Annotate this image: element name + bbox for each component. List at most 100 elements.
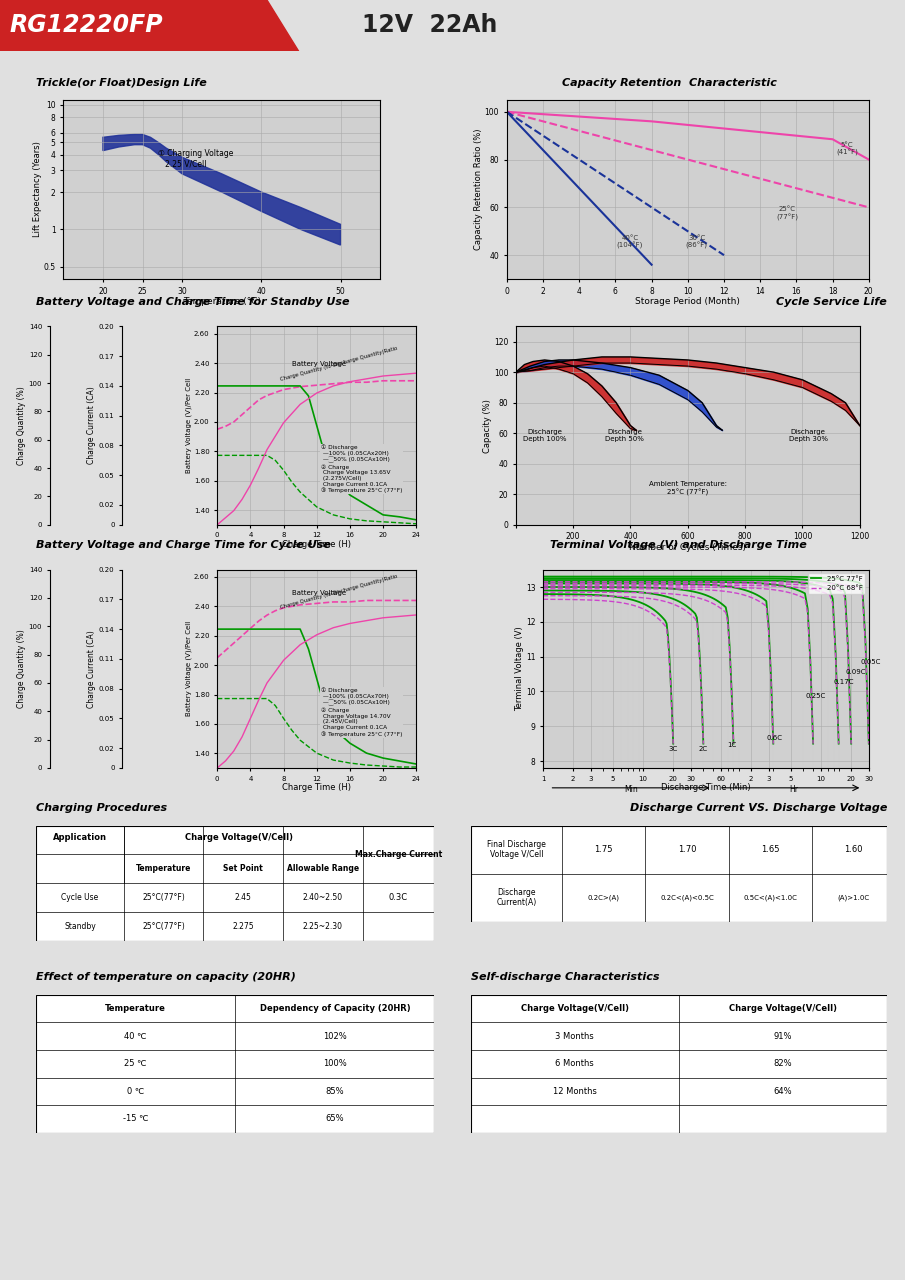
Text: Charge Voltage(V/Cell): Charge Voltage(V/Cell) [729, 1004, 837, 1012]
Text: 3 Months: 3 Months [556, 1032, 594, 1041]
Text: Charge Quantity (to-Discharge Quantity)Ratio: Charge Quantity (to-Discharge Quantity)R… [280, 575, 397, 611]
Text: Temperature: Temperature [105, 1004, 167, 1012]
Text: Discharge
Depth 30%: Discharge Depth 30% [788, 429, 828, 442]
Text: Battery Voltage: Battery Voltage [291, 590, 346, 595]
Text: Set Point: Set Point [224, 864, 263, 873]
Text: -15 ℃: -15 ℃ [123, 1115, 148, 1124]
Text: 1.70: 1.70 [678, 845, 696, 854]
Text: 12V  22Ah: 12V 22Ah [362, 13, 498, 37]
Text: Trickle(or Float)Design Life: Trickle(or Float)Design Life [36, 78, 207, 88]
Text: 30°C
(86°F): 30°C (86°F) [686, 236, 708, 250]
Text: 0.2C<(A)<0.5C: 0.2C<(A)<0.5C [661, 895, 714, 901]
Battery Voltage [278, 381, 289, 397]
Text: Discharge Current VS. Discharge Voltage: Discharge Current VS. Discharge Voltage [630, 803, 887, 813]
X-axis label: Discharge Time (Min): Discharge Time (Min) [661, 783, 751, 792]
Battery Voltage [377, 372, 388, 388]
Text: Charge Voltage(V/Cell): Charge Voltage(V/Cell) [520, 1004, 629, 1012]
X-axis label: Charge Time (H): Charge Time (H) [282, 783, 351, 792]
Text: 0.09C: 0.09C [845, 669, 866, 675]
Text: 85%: 85% [326, 1087, 344, 1096]
Battery Voltage [286, 380, 297, 396]
Y-axis label: Battery Voltage (V)/Per Cell: Battery Voltage (V)/Per Cell [186, 378, 193, 474]
Polygon shape [103, 134, 340, 244]
Text: Battery Voltage: Battery Voltage [291, 361, 346, 367]
Y-axis label: Lift Expectancy (Years): Lift Expectancy (Years) [33, 142, 43, 237]
Text: Min: Min [624, 785, 638, 794]
Y-axis label: Charge Quantity (%): Charge Quantity (%) [17, 630, 26, 708]
Text: Effect of temperature on capacity (20HR): Effect of temperature on capacity (20HR) [36, 972, 296, 982]
Text: Standby: Standby [64, 922, 96, 931]
Text: Hr: Hr [789, 785, 798, 794]
Battery Voltage [262, 388, 272, 403]
Text: 12 Months: 12 Months [553, 1087, 596, 1096]
Battery Voltage [311, 378, 322, 393]
Text: RG12220FP: RG12220FP [9, 13, 163, 37]
Text: Terminal Voltage (V) and Discharge Time: Terminal Voltage (V) and Discharge Time [550, 540, 807, 550]
Text: 25°C(77°F): 25°C(77°F) [142, 922, 185, 931]
Y-axis label: Capacity Retention Ratio (%): Capacity Retention Ratio (%) [474, 129, 483, 250]
Text: 1.65: 1.65 [761, 845, 779, 854]
Text: 2.275: 2.275 [233, 922, 254, 931]
Text: 91%: 91% [774, 1032, 792, 1041]
X-axis label: Temperature (°C): Temperature (°C) [183, 297, 261, 306]
Text: Application: Application [53, 832, 107, 842]
Y-axis label: Charge Current (CA): Charge Current (CA) [87, 387, 96, 465]
Text: 25°C
(77°F): 25°C (77°F) [776, 206, 798, 221]
Text: 6 Months: 6 Months [556, 1059, 594, 1069]
Polygon shape [0, 0, 299, 51]
Battery Voltage [245, 399, 256, 415]
Battery Voltage [395, 372, 405, 388]
Text: Charge Voltage(V/Cell): Charge Voltage(V/Cell) [186, 832, 293, 842]
Text: Discharge
Current(A): Discharge Current(A) [496, 888, 537, 908]
Battery Voltage [270, 385, 281, 401]
X-axis label: Number of Cycles (Times): Number of Cycles (Times) [629, 543, 747, 552]
X-axis label: Charge Time (H): Charge Time (H) [282, 540, 351, 549]
Text: 0.2C>(A): 0.2C>(A) [588, 895, 620, 901]
Text: 102%: 102% [323, 1032, 347, 1041]
Battery Voltage [345, 375, 356, 390]
Text: 40 ℃: 40 ℃ [125, 1032, 147, 1041]
Text: 2.40~2.50: 2.40~2.50 [303, 893, 343, 902]
Text: 0.6C: 0.6C [767, 735, 782, 741]
Legend: 25°C 77°F, 20°C 68°F: 25°C 77°F, 20°C 68°F [808, 573, 865, 594]
Text: Temperature: Temperature [136, 864, 191, 873]
Text: 1C: 1C [728, 742, 737, 748]
Text: Discharge
Depth 50%: Discharge Depth 50% [605, 429, 644, 442]
Text: ① Discharge
 —100% (0.05CAx70H)
 —⁐50% (0.05CAx10H)
② Charge
 Charge Voltage 14.: ① Discharge —100% (0.05CAx70H) —⁐50% (0.… [321, 687, 403, 737]
Battery Voltage [212, 421, 223, 436]
Text: Battery Voltage and Charge Time for Standby Use: Battery Voltage and Charge Time for Stan… [36, 297, 349, 307]
Text: Dependency of Capacity (20HR): Dependency of Capacity (20HR) [260, 1004, 410, 1012]
Text: (A)>1.0C: (A)>1.0C [837, 895, 870, 901]
Text: 40°C
(104°F): 40°C (104°F) [616, 236, 643, 250]
Y-axis label: Charge Quantity (%): Charge Quantity (%) [17, 387, 26, 465]
Text: Charge Quantity (to-Discharge Quantity)Ratio: Charge Quantity (to-Discharge Quantity)R… [280, 346, 397, 381]
Battery Voltage [228, 415, 239, 430]
Y-axis label: Charge Current (CA): Charge Current (CA) [87, 630, 96, 708]
Text: ① Charging Voltage
   2.25 V/Cell: ① Charging Voltage 2.25 V/Cell [158, 150, 233, 169]
Text: 5°C
(41°F): 5°C (41°F) [836, 142, 858, 156]
Text: 1.75: 1.75 [595, 845, 613, 854]
Text: 0 ℃: 0 ℃ [127, 1087, 145, 1096]
X-axis label: Storage Period (Month): Storage Period (Month) [635, 297, 740, 306]
Text: Cycle Service Life: Cycle Service Life [776, 297, 887, 307]
Text: ① Discharge
 —100% (0.05CAx20H)
 —⁐50% (0.05CAx10H)
② Charge
 Charge Voltage 13.: ① Discharge —100% (0.05CAx20H) —⁐50% (0.… [321, 444, 403, 494]
Text: 0.17C: 0.17C [834, 680, 854, 686]
Text: 65%: 65% [326, 1115, 344, 1124]
Text: Charging Procedures: Charging Procedures [36, 803, 167, 813]
Text: 25 ℃: 25 ℃ [125, 1059, 147, 1069]
Text: 0.25C: 0.25C [805, 694, 825, 699]
Text: Battery Voltage and Charge Time for Cycle Use: Battery Voltage and Charge Time for Cycl… [36, 540, 331, 550]
Text: 64%: 64% [774, 1087, 792, 1096]
Battery Voltage [361, 375, 372, 390]
Text: Ambient Temperature:
25°C (77°F): Ambient Temperature: 25°C (77°F) [649, 481, 727, 495]
Battery Voltage [253, 392, 264, 407]
Battery Voltage [295, 379, 306, 394]
Text: Allowable Range: Allowable Range [287, 864, 359, 873]
Text: Max.Charge Current: Max.Charge Current [355, 850, 443, 859]
Y-axis label: Battery Voltage (V)/Per Cell: Battery Voltage (V)/Per Cell [186, 621, 193, 717]
Battery Voltage [236, 407, 247, 422]
Battery Voltage [220, 419, 231, 434]
Text: 2.45: 2.45 [234, 893, 252, 902]
Text: Cycle Use: Cycle Use [62, 893, 99, 902]
Text: Discharge
Depth 100%: Discharge Depth 100% [523, 429, 567, 442]
